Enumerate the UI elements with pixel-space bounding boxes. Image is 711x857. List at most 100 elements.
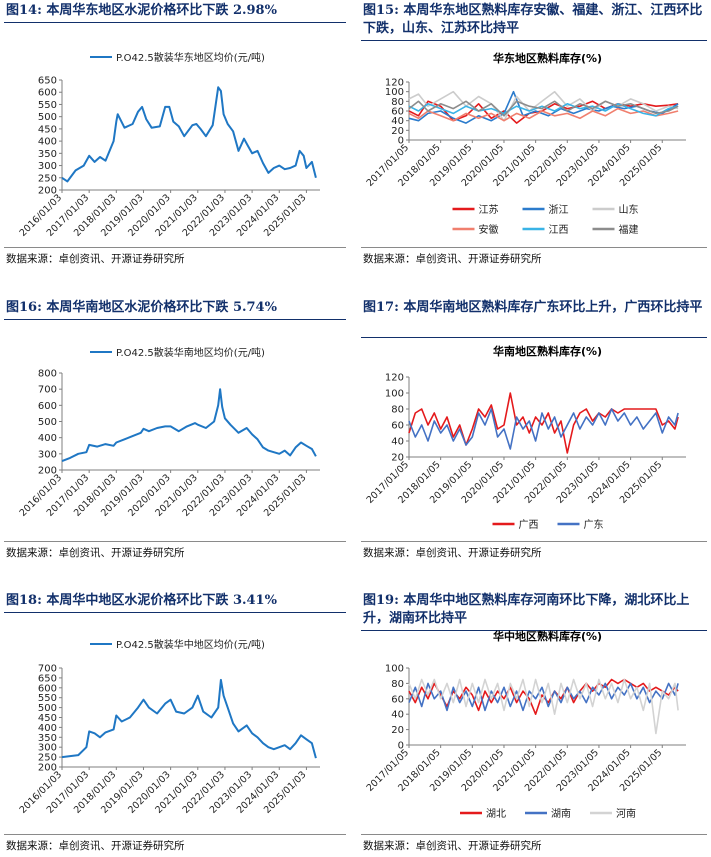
legend-label: 湖南 [551,807,571,820]
y-tick-label: 20 [391,126,404,137]
x-tick-label: 2024/01/03 [235,769,282,816]
x-tick-label: 2022/01/03 [181,472,228,519]
y-tick-label: 100 [385,389,404,400]
x-tick-label: 2018/01/05 [396,459,443,506]
legend-label: 江西 [549,224,569,236]
y-tick-label: 650 [38,673,57,684]
x-tick-label: 2017/01/03 [45,769,92,816]
y-tick-label: 450 [38,124,57,135]
chart-title: 华中地区熟料库存(%) [493,629,602,643]
title-underline [361,40,707,41]
chart-title: 华南地区熟料库存(%) [493,344,602,358]
y-tick-label: 80 [391,679,404,690]
y-tick-label: 800 [38,369,57,380]
x-tick-label: 2017/01/03 [45,192,92,239]
source-divider [4,541,346,542]
legend-label: 浙江 [549,204,569,216]
y-tick-label: 300 [38,161,57,172]
x-tick-label: 2018/01/05 [396,747,443,794]
y-tick-label: 20 [391,453,404,464]
x-tick-label: 2020/01/03 [126,472,173,519]
y-tick-label: 450 [38,713,57,724]
x-tick-label: 2023/01/05 [555,459,602,506]
y-tick-label: 500 [38,417,57,428]
x-tick-label: 2019/01/03 [99,769,146,816]
y-tick-label: 600 [38,683,57,694]
y-tick-label: 80 [391,97,404,108]
y-tick-label: 300 [38,743,57,754]
data-source-note: 数据来源：卓创资讯、开源证券研究所 [363,840,542,852]
x-tick-label: 2019/01/03 [99,472,146,519]
x-tick-label: 2021/01/05 [491,459,538,506]
legend-label: 广西 [519,519,539,531]
y-tick-label: 200 [38,186,57,197]
series-line-1 [61,678,317,759]
x-tick-label: 2018/01/03 [72,769,119,816]
series-line-5 [408,103,679,117]
y-tick-label: 500 [38,112,57,123]
y-tick-label: 600 [38,401,57,412]
y-tick-label: 100 [385,664,404,675]
y-tick-label: 350 [38,149,57,160]
x-tick-label: 2024/01/05 [586,142,633,189]
x-tick-label: 2022/01/03 [181,769,228,816]
x-tick-label: 2025/01/03 [262,192,309,239]
series-line-2 [408,408,679,450]
series-line-1 [61,388,317,463]
figure-title: 图15: 本周华东地区熟料库存安徽、福建、浙江、江西环比下跌，山东、江苏环比持平 [363,3,703,36]
x-tick-label: 2017/01/05 [365,459,412,506]
x-tick-label: 2018/01/03 [72,472,119,519]
y-tick-label: 300 [38,449,57,460]
x-tick-label: 2024/01/03 [235,192,282,239]
x-tick-label: 2025/01/05 [618,747,665,794]
title-underline [4,22,346,23]
data-source-note: 数据来源：卓创资讯、开源证券研究所 [6,253,185,265]
x-tick-label: 2025/01/03 [262,472,309,519]
x-tick-label: 2025/01/03 [262,769,309,816]
source-divider [4,834,346,835]
y-tick-label: 650 [38,76,57,87]
figure-title: 图17: 本周华南地区熟料库存广东环比上升，广西环比持平 [363,300,703,315]
x-tick-label: 2021/01/03 [153,769,200,816]
x-tick-label: 2021/01/05 [491,747,538,794]
title-underline [361,630,707,631]
y-tick-label: 80 [391,405,404,416]
chart-title: 华东地区熟料库存(%) [493,51,602,65]
x-tick-label: 2018/01/03 [72,192,119,239]
series-line-1 [61,86,317,183]
x-tick-label: 2023/01/03 [208,769,255,816]
series-line-4 [408,107,679,122]
x-tick-label: 2019/01/05 [428,142,475,189]
x-tick-label: 2017/01/05 [365,142,412,189]
figure-title: 图14: 本周华东地区水泥价格环比下跌 2.98% [6,3,277,18]
chart: 华南地区熟料库存(%) 20 40 60 80 100 120 2017/01/052018/… [365,344,686,531]
series-line-1 [408,100,679,124]
x-tick-label: 2025/01/05 [618,459,665,506]
x-tick-label: 2021/01/03 [153,472,200,519]
y-tick-label: 0 [398,136,404,147]
x-tick-label: 2021/01/05 [491,142,538,189]
series-line-2 [408,90,679,124]
y-tick-label: 100 [385,87,404,98]
legend-label: P.O42.5散装华东地区均价(元/吨) [116,51,265,64]
legend-label: 安徽 [479,223,499,236]
title-underline [4,612,346,613]
x-tick-label: 2022/01/05 [523,747,570,794]
y-tick-label: 700 [38,664,57,675]
y-tick-label: 40 [391,437,404,448]
x-tick-label: 2016/01/03 [18,472,65,519]
x-tick-label: 2016/01/03 [18,769,65,816]
legend-label: 湖北 [486,808,506,820]
x-tick-label: 2020/01/05 [460,747,507,794]
y-tick-label: 200 [38,763,57,774]
y-tick-label: 550 [38,100,57,111]
y-tick-label: 200 [38,466,57,477]
legend-label: 江苏 [479,203,499,216]
chart: 华中地区熟料库存(%) 0 20 40 60 80 100 2017/01/052018/01… [365,629,686,820]
source-divider [361,834,707,835]
figure-title: 图18: 本周华中地区水泥价格环比下跌 3.41% [6,593,277,608]
y-tick-label: 250 [38,173,57,184]
x-tick-label: 2022/01/05 [523,459,570,506]
source-divider [361,541,707,542]
